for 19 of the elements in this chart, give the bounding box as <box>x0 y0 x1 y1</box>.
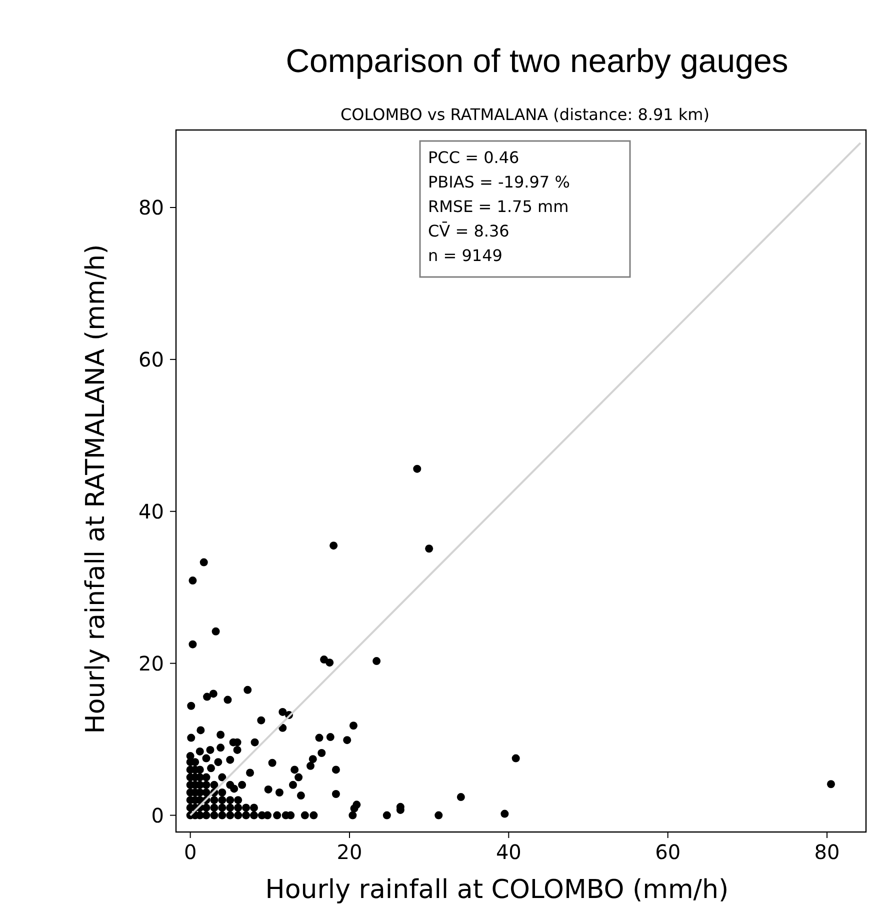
x-tick-label: 40 <box>496 840 522 864</box>
annotation: PCC = 0.46 <box>428 148 520 167</box>
y-tick-label: 60 <box>138 347 164 372</box>
annotation: PBIAS = -19.97 % <box>428 172 570 192</box>
x-axis-title: Hourly rainfall at COLOMBO (mm/h) <box>265 875 729 905</box>
y-tick-label: 0 <box>151 803 164 828</box>
annotation: CV̄ = 8.36 <box>428 222 510 240</box>
chart-title: Comparison of two nearby gauges <box>286 42 788 79</box>
y-tick-label: 40 <box>138 499 164 524</box>
x-tick-label: 20 <box>336 840 362 864</box>
y-tick-label: 80 <box>138 195 164 220</box>
annotation: n = 9149 <box>428 246 502 265</box>
x-tick-label: 0 <box>184 840 197 864</box>
x-tick-label: 80 <box>814 840 840 864</box>
annotation: RMSE = 1.75 mm <box>428 197 569 216</box>
y-axis-title: Hourly rainfall at RATMALANA (mm/h) <box>81 244 111 734</box>
chart-subtitle: COLOMBO vs RATMALANA (distance: 8.91 km) <box>340 105 710 124</box>
x-tick-label: 60 <box>655 840 681 864</box>
y-tick-label: 20 <box>138 651 164 676</box>
